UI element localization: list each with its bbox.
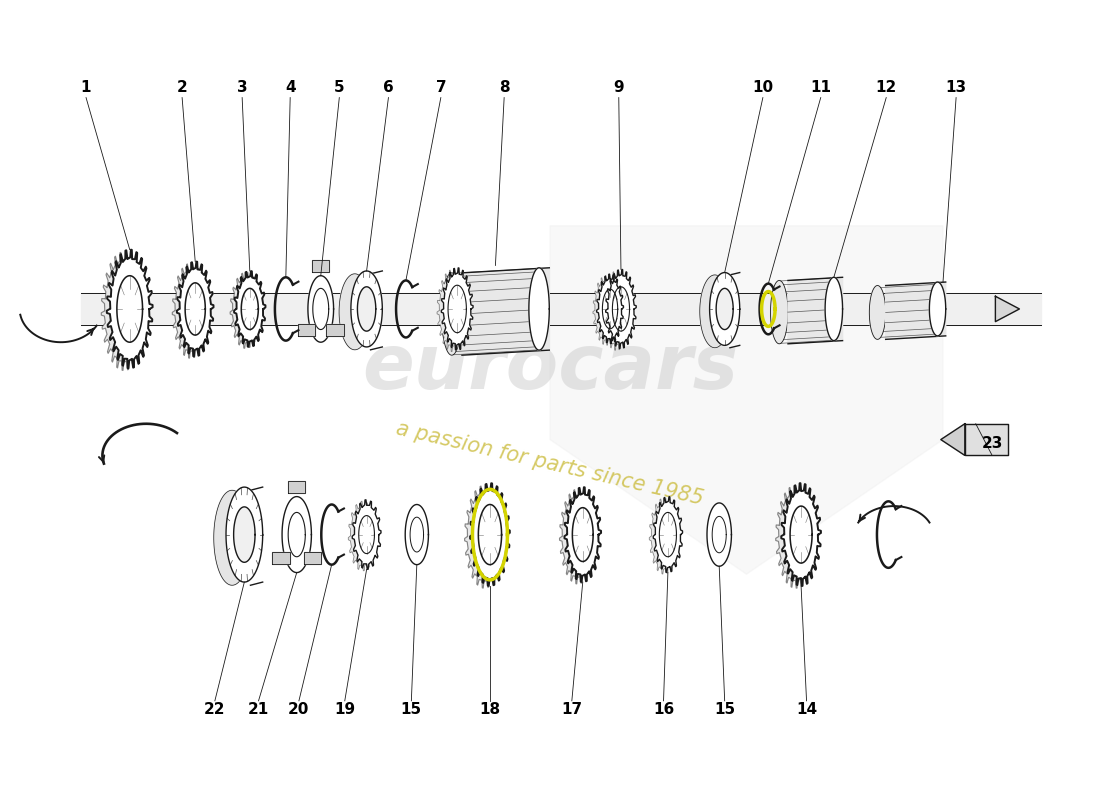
Text: 23: 23 <box>981 437 1003 451</box>
Polygon shape <box>653 497 683 573</box>
Polygon shape <box>233 507 255 562</box>
Polygon shape <box>707 503 732 566</box>
Text: 5: 5 <box>334 80 344 95</box>
Polygon shape <box>649 498 679 574</box>
Text: 19: 19 <box>334 702 355 718</box>
Text: 4: 4 <box>285 80 296 95</box>
Polygon shape <box>716 288 734 330</box>
Polygon shape <box>965 424 1009 455</box>
Polygon shape <box>230 273 262 348</box>
Text: 7: 7 <box>436 80 447 95</box>
Text: 10: 10 <box>752 80 773 95</box>
Polygon shape <box>940 424 965 455</box>
Polygon shape <box>700 275 730 348</box>
Polygon shape <box>596 274 624 344</box>
Text: 22: 22 <box>205 702 225 718</box>
Text: 8: 8 <box>498 80 509 95</box>
Polygon shape <box>272 552 289 564</box>
Polygon shape <box>177 262 213 356</box>
Polygon shape <box>441 273 462 355</box>
Polygon shape <box>327 324 344 336</box>
Text: 6: 6 <box>383 80 394 95</box>
Polygon shape <box>339 274 371 350</box>
Polygon shape <box>529 268 549 350</box>
Polygon shape <box>213 490 251 586</box>
Polygon shape <box>437 270 469 352</box>
Polygon shape <box>304 552 321 564</box>
Polygon shape <box>930 282 946 336</box>
Text: 20: 20 <box>288 702 309 718</box>
Polygon shape <box>441 268 473 350</box>
Polygon shape <box>351 271 383 347</box>
Polygon shape <box>234 271 265 347</box>
Polygon shape <box>464 486 504 588</box>
Polygon shape <box>781 483 821 586</box>
Text: 16: 16 <box>653 702 674 718</box>
Polygon shape <box>107 250 153 368</box>
Polygon shape <box>560 489 596 584</box>
Text: a passion for parts since 1985: a passion for parts since 1985 <box>394 418 706 509</box>
Polygon shape <box>298 324 316 336</box>
Polygon shape <box>710 273 739 346</box>
Polygon shape <box>869 286 886 339</box>
Polygon shape <box>550 226 943 574</box>
Polygon shape <box>788 278 843 344</box>
Polygon shape <box>312 260 330 272</box>
Polygon shape <box>564 487 601 582</box>
Text: 12: 12 <box>876 80 896 95</box>
Polygon shape <box>288 481 306 493</box>
Polygon shape <box>996 296 1020 322</box>
Polygon shape <box>462 268 549 355</box>
Text: 13: 13 <box>946 80 967 95</box>
Text: 15: 15 <box>400 702 422 718</box>
Text: 21: 21 <box>248 702 270 718</box>
Polygon shape <box>825 278 843 341</box>
Polygon shape <box>593 275 619 345</box>
Polygon shape <box>405 505 428 565</box>
Text: 1: 1 <box>80 80 91 95</box>
Text: 18: 18 <box>480 702 501 718</box>
Polygon shape <box>358 286 376 331</box>
Text: 9: 9 <box>614 80 624 95</box>
Polygon shape <box>282 497 311 573</box>
Polygon shape <box>226 487 263 582</box>
Polygon shape <box>601 271 631 350</box>
Text: eurocars: eurocars <box>362 331 738 406</box>
Polygon shape <box>886 282 946 339</box>
Text: 17: 17 <box>561 702 582 718</box>
Polygon shape <box>770 281 788 344</box>
Polygon shape <box>606 270 636 349</box>
Polygon shape <box>308 276 333 342</box>
Polygon shape <box>470 483 509 586</box>
Polygon shape <box>173 263 209 358</box>
Text: 15: 15 <box>714 702 735 718</box>
Polygon shape <box>776 486 815 588</box>
Text: 11: 11 <box>811 80 832 95</box>
Text: 2: 2 <box>177 80 187 95</box>
Polygon shape <box>349 502 377 571</box>
Polygon shape <box>352 500 381 570</box>
Text: 3: 3 <box>236 80 248 95</box>
Polygon shape <box>101 252 147 370</box>
Text: 14: 14 <box>796 702 817 718</box>
